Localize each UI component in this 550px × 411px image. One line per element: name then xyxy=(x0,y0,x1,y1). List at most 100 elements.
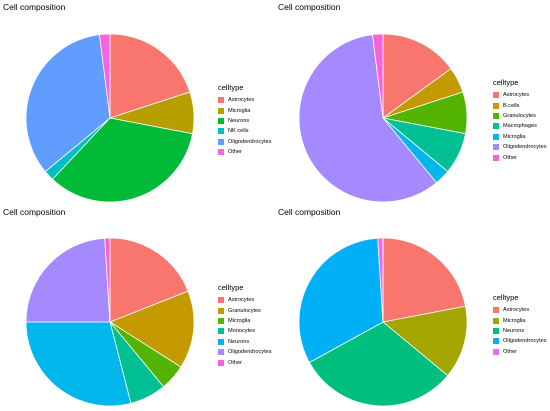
pie-slice-neurons xyxy=(25,321,132,407)
legend-swatch xyxy=(493,348,499,355)
pie-slice-astrocytes xyxy=(109,33,191,119)
legend-swatch xyxy=(493,92,499,99)
legend-label: Astrocytes xyxy=(503,307,530,314)
legend-swatch xyxy=(493,102,499,109)
legend-swatch xyxy=(218,149,224,156)
legend-label: Granulocytes xyxy=(228,307,261,314)
legend-title: celltype xyxy=(218,83,244,92)
legend-label: Monocytes xyxy=(228,328,256,335)
pie-slice-oligodendrocytes xyxy=(298,34,438,203)
chart-panel-4: Cell composition celltype Astrocytes Micr… xyxy=(275,205,550,410)
legend-swatch xyxy=(218,307,224,314)
pie-slice-other xyxy=(377,237,384,323)
legend-item-astrocytes: Astrocytes xyxy=(493,305,547,315)
pie-chart-1 xyxy=(25,33,195,203)
legend-4: celltype Astrocytes Microglia Neurons Oligo… xyxy=(493,293,547,357)
legend-label: Microglia xyxy=(228,107,251,114)
legend-item-neurons: Neurons xyxy=(218,116,272,126)
legend-swatch xyxy=(493,144,499,151)
chart-title: Cell composition xyxy=(3,2,66,12)
pie-slice-astrocytes xyxy=(382,237,466,323)
legend-item-astrocytes: Astrocytes xyxy=(218,95,272,105)
pie-slice-neurons xyxy=(51,117,193,203)
legend-label: Astrocytes xyxy=(228,97,255,104)
legend-item-microglia: Microglia xyxy=(493,315,547,325)
legend-swatch xyxy=(218,328,224,335)
legend-label: B.cells xyxy=(503,102,520,109)
legend-item-microglia: Microglia xyxy=(218,316,272,326)
legend-item-other: Other xyxy=(218,357,272,367)
pie-slice-other xyxy=(99,33,111,119)
chart-title: Cell composition xyxy=(278,207,341,217)
legend-3: celltype Astrocytes Granulocytes Microglia… xyxy=(218,283,272,368)
legend-swatch xyxy=(493,338,499,345)
legend-1: celltype Astrocytes Microglia Neurons NK ce… xyxy=(218,83,272,157)
legend-2: celltype Astrocytes B.cells Granulocytes Ma… xyxy=(493,78,547,163)
legend-swatch xyxy=(493,327,499,334)
legend-label: Other xyxy=(228,359,242,366)
legend-item-b-cells: B.cells xyxy=(493,100,547,110)
legend-label: Astrocytes xyxy=(503,92,530,99)
legend-item-granulocytes: Granulocytes xyxy=(493,111,547,121)
legend-swatch xyxy=(493,112,499,119)
chart-title: Cell composition xyxy=(3,207,66,217)
pie-slice-oligodendrocytes xyxy=(298,237,384,364)
legend-item-neurons: Neurons xyxy=(218,337,272,347)
legend-title: celltype xyxy=(493,293,519,302)
legend-label: Macrophages xyxy=(503,123,537,130)
legend-item-other: Other xyxy=(218,147,272,157)
legend-item-astrocytes: Astrocytes xyxy=(218,295,272,305)
legend-item-nk-cells: NK cells xyxy=(218,126,272,136)
chart-panel-1: Cell composition celltype Astrocytes Micr… xyxy=(0,0,275,205)
chart-panel-3: Cell composition celltype Astrocytes Gran… xyxy=(0,205,275,410)
legend-item-microglia: Microglia xyxy=(218,105,272,115)
pie-slice-astrocytes xyxy=(109,237,189,323)
legend-label: Oligodendrocytes xyxy=(228,138,272,145)
legend-label: Granulocytes xyxy=(503,112,536,119)
legend-swatch xyxy=(218,317,224,324)
legend-swatch xyxy=(218,297,224,304)
legend-label: Microglia xyxy=(228,317,251,324)
legend-item-other: Other xyxy=(493,152,547,162)
legend-label: Neurons xyxy=(503,327,525,334)
legend-swatch xyxy=(218,117,224,124)
pie-slice-granulocytes xyxy=(109,290,195,368)
legend-item-monocytes: Monocytes xyxy=(218,326,272,336)
legend-label: Oligodendrocytes xyxy=(503,338,547,345)
legend-item-astrocytes: Astrocytes xyxy=(493,90,547,100)
legend-label: Oligodendrocytes xyxy=(503,144,547,151)
pie-slice-oligodendrocytes xyxy=(25,34,111,173)
legend-label: Neurons xyxy=(228,338,250,345)
legend-item-oligodendrocytes: Oligodendrocytes xyxy=(218,137,272,147)
legend-label: Other xyxy=(228,149,242,156)
legend-item-granulocytes: Granulocytes xyxy=(218,305,272,315)
legend-swatch xyxy=(218,107,224,114)
pie-slice-other xyxy=(372,33,384,119)
legend-label: Neurons xyxy=(228,117,250,124)
legend-swatch xyxy=(218,349,224,356)
legend-item-oligodendrocytes: Oligodendrocytes xyxy=(493,336,547,346)
legend-swatch xyxy=(218,338,224,345)
legend-swatch xyxy=(218,97,224,104)
legend-label: Oligodendrocytes xyxy=(228,349,272,356)
pie-slice-microglia xyxy=(382,305,468,377)
legend-label: NK cells xyxy=(228,128,249,135)
legend-swatch xyxy=(493,317,499,324)
pie-slice-neurons xyxy=(308,321,449,407)
legend-swatch xyxy=(218,359,224,366)
legend-item-neurons: Neurons xyxy=(493,326,547,336)
pie-slice-other xyxy=(104,237,111,323)
legend-swatch xyxy=(493,133,499,140)
chart-title: Cell composition xyxy=(278,2,341,12)
legend-title: celltype xyxy=(493,78,519,87)
legend-swatch xyxy=(493,307,499,314)
legend-item-oligodendrocytes: Oligodendrocytes xyxy=(218,347,272,357)
legend-label: Microglia xyxy=(503,317,526,324)
legend-item-microglia: Microglia xyxy=(493,132,547,142)
pie-chart-2 xyxy=(298,33,468,203)
legend-title: celltype xyxy=(218,283,244,292)
pie-slice-oligodendrocytes xyxy=(25,237,111,323)
pie-chart-4 xyxy=(298,237,468,407)
legend-item-macrophages: Macrophages xyxy=(493,121,547,131)
legend-item-other: Other xyxy=(493,347,547,357)
